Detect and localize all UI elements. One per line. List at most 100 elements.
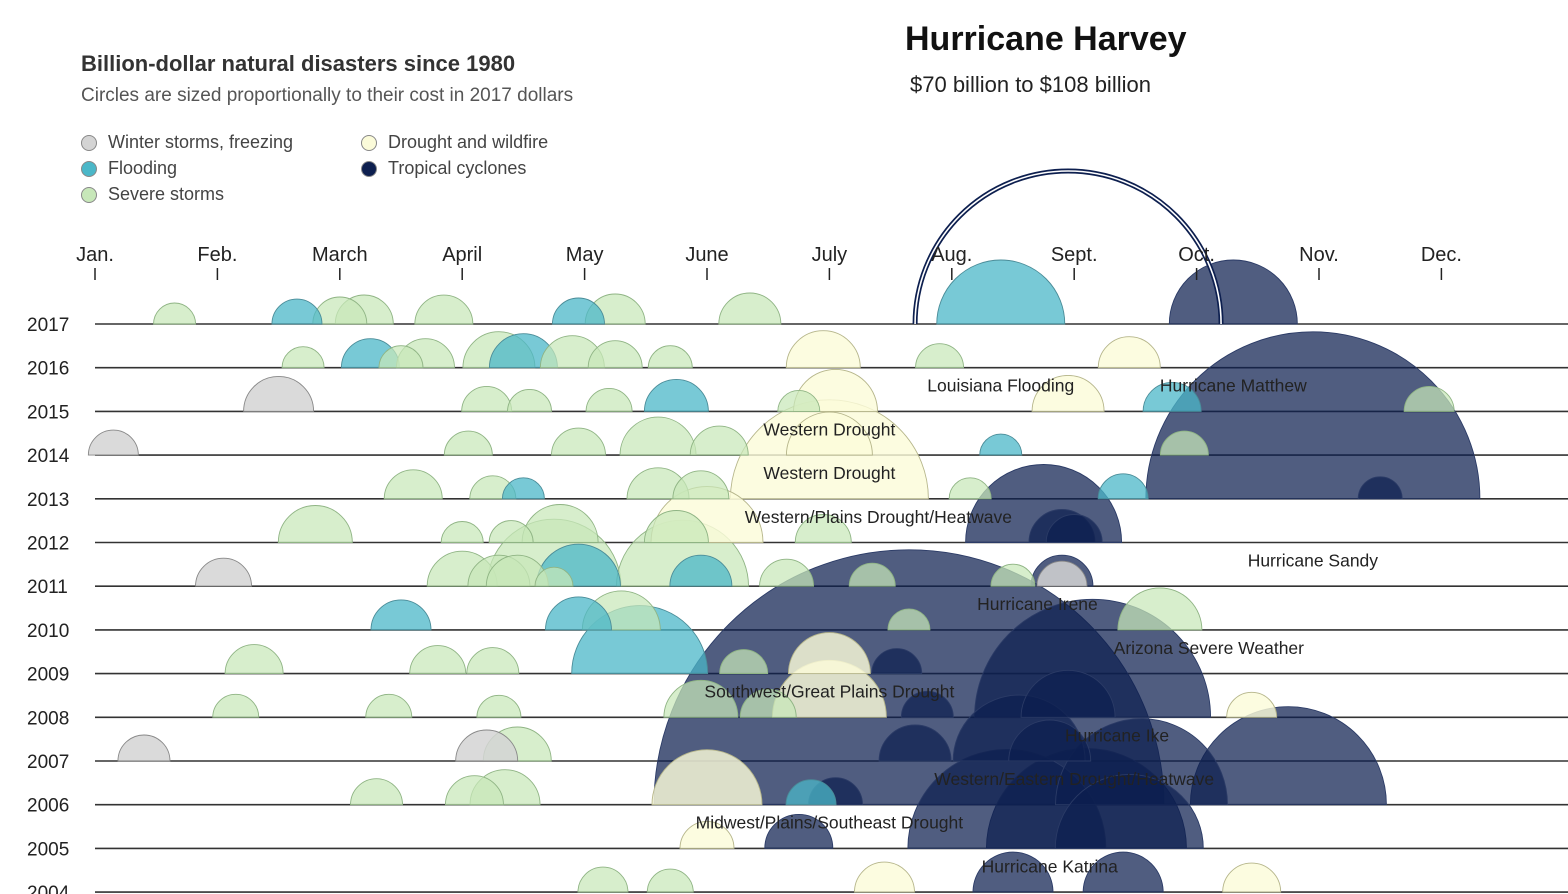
event-circle-drought: [1226, 691, 1278, 718]
year-tick-label: 2007: [27, 752, 69, 773]
event-circle-winter: [117, 734, 171, 762]
year-tick-label: 2006: [27, 796, 69, 817]
event-circle-severe: [759, 558, 815, 587]
event-circle-severe: [277, 505, 353, 543]
event-circle-tropical: [1008, 719, 1092, 762]
event-circle-severe: [848, 562, 896, 587]
legend-label: Severe storms: [108, 184, 225, 204]
event-circle-tropical: [1357, 476, 1403, 500]
month-tick-label: Jan.: [76, 244, 114, 266]
event-circle-tropical: [1054, 774, 1204, 849]
event-circle-winter: [87, 429, 139, 456]
year-tick-label: 2005: [27, 839, 69, 860]
legend-swatch-tropical: [361, 160, 377, 177]
event-circle-severe: [646, 868, 694, 893]
event-circle-flood: [1142, 382, 1202, 412]
event-circle-severe: [777, 389, 821, 412]
legend-swatch-winter: [81, 134, 97, 151]
event-circle-winter: [243, 376, 315, 412]
event-circle-severe: [488, 520, 534, 543]
annotation-label: Western Drought: [763, 419, 895, 439]
event-circle-severe: [718, 292, 782, 325]
event-circle-severe: [915, 343, 965, 369]
event-circle-severe: [414, 294, 474, 325]
event-circles: [87, 259, 1481, 893]
event-circle-flood: [1097, 473, 1149, 500]
year-tick-label: 2009: [27, 665, 69, 686]
event-circle-severe: [719, 649, 769, 675]
legend-swatch-flooding: [81, 160, 97, 177]
event-circle-drought: [1097, 336, 1161, 369]
event-circle-flood: [552, 297, 605, 325]
month-tick-label: Oct.: [1178, 244, 1215, 266]
annotation-label: Hurricane Sandy: [1248, 551, 1379, 571]
event-circle-tropical: [1020, 669, 1116, 718]
event-circle-flood: [669, 554, 733, 587]
event-circle-severe: [587, 340, 643, 369]
annotation-labels: Louisiana Flooding Hurricane Matthew Weste…: [696, 376, 1379, 877]
highlight-cost: $70 billion to $108 billion: [910, 72, 1151, 97]
chart-title: Billion-dollar natural disasters since 1…: [81, 51, 516, 76]
event-circle-severe: [443, 430, 493, 456]
event-circle-severe: [153, 302, 197, 325]
year-tick-label: 2017: [27, 315, 69, 336]
legend-swatch-severe: [81, 186, 97, 203]
event-circle-drought: [854, 861, 915, 893]
event-circle-drought: [651, 749, 763, 806]
month-tick-label: May: [566, 244, 604, 266]
annotation-label: Western/Eastern Drought/Heatwave: [934, 769, 1214, 789]
legend-item-winter: Winter storms, freezing: [81, 132, 293, 153]
event-circle-severe: [948, 477, 992, 500]
event-circle-severe: [281, 346, 325, 369]
event-circle-severe: [224, 644, 284, 675]
event-circle-tropical: [1045, 514, 1103, 543]
legend-item-tropical: Tropical cyclones: [361, 158, 526, 179]
event-circle-drought: [1031, 375, 1105, 412]
month-tick-label: March: [312, 244, 368, 266]
legend-swatch-drought: [361, 134, 377, 151]
event-circle-severe: [794, 514, 852, 543]
event-circle-tropical: [900, 690, 954, 718]
legend-label: Winter storms, freezing: [108, 132, 294, 152]
chart-subtitle: Circles are sized proportionally to thei…: [81, 85, 574, 106]
event-circle-drought: [679, 820, 735, 849]
annotation-label: Arizona Severe Weather: [1114, 638, 1305, 658]
event-circle-tropical: [871, 648, 923, 675]
event-circle-tropical: [764, 813, 834, 849]
legend-item-severe: Severe storms: [81, 184, 224, 205]
annotation-label: Southwest/Great Plains Drought: [704, 682, 954, 702]
event-circle-flood: [643, 378, 709, 412]
event-circle-flood: [785, 779, 837, 806]
event-circle-severe: [440, 521, 484, 543]
year-axis: 2017 2016 2015 2014 2013 2012 2011 2010 2009 2008…: [27, 315, 70, 894]
month-tick-label: Sept.: [1051, 244, 1098, 266]
event-circle-severe: [507, 388, 552, 412]
event-circle-tropical: [878, 724, 952, 762]
event-circle-severe: [887, 608, 931, 631]
year-tick-label: 2012: [27, 534, 69, 555]
year-tick-label: 2010: [27, 621, 69, 642]
event-circle-severe: [1117, 587, 1203, 631]
annotation-label: Midwest/Plains/Southeast Drought: [696, 813, 964, 833]
event-circle-severe: [350, 778, 403, 806]
year-tick-label: 2008: [27, 708, 69, 729]
event-circle-severe: [1159, 430, 1209, 456]
event-circle-severe: [739, 688, 797, 718]
year-tick-label: 2014: [27, 446, 70, 467]
event-circle-severe: [365, 693, 413, 718]
highlight-arc-inner: [914, 170, 1222, 325]
event-circle-severe: [409, 645, 467, 675]
annotation-label: Hurricane Ike: [1065, 725, 1169, 745]
event-circle-severe: [551, 427, 606, 456]
year-tick-label: 2013: [27, 490, 69, 511]
event-circle-winter: [455, 729, 519, 762]
event-circle-drought: [785, 330, 861, 369]
event-circle-flood: [501, 477, 545, 500]
annotation-label: Western/Plains Drought/Heatwave: [745, 507, 1012, 527]
annotation-label: Western Drought: [763, 463, 895, 483]
annotation-label: Hurricane Irene: [977, 594, 1098, 614]
year-tick-label: 2011: [27, 577, 68, 598]
year-tick-label: 2004: [27, 883, 70, 894]
event-circle-severe: [689, 425, 749, 456]
